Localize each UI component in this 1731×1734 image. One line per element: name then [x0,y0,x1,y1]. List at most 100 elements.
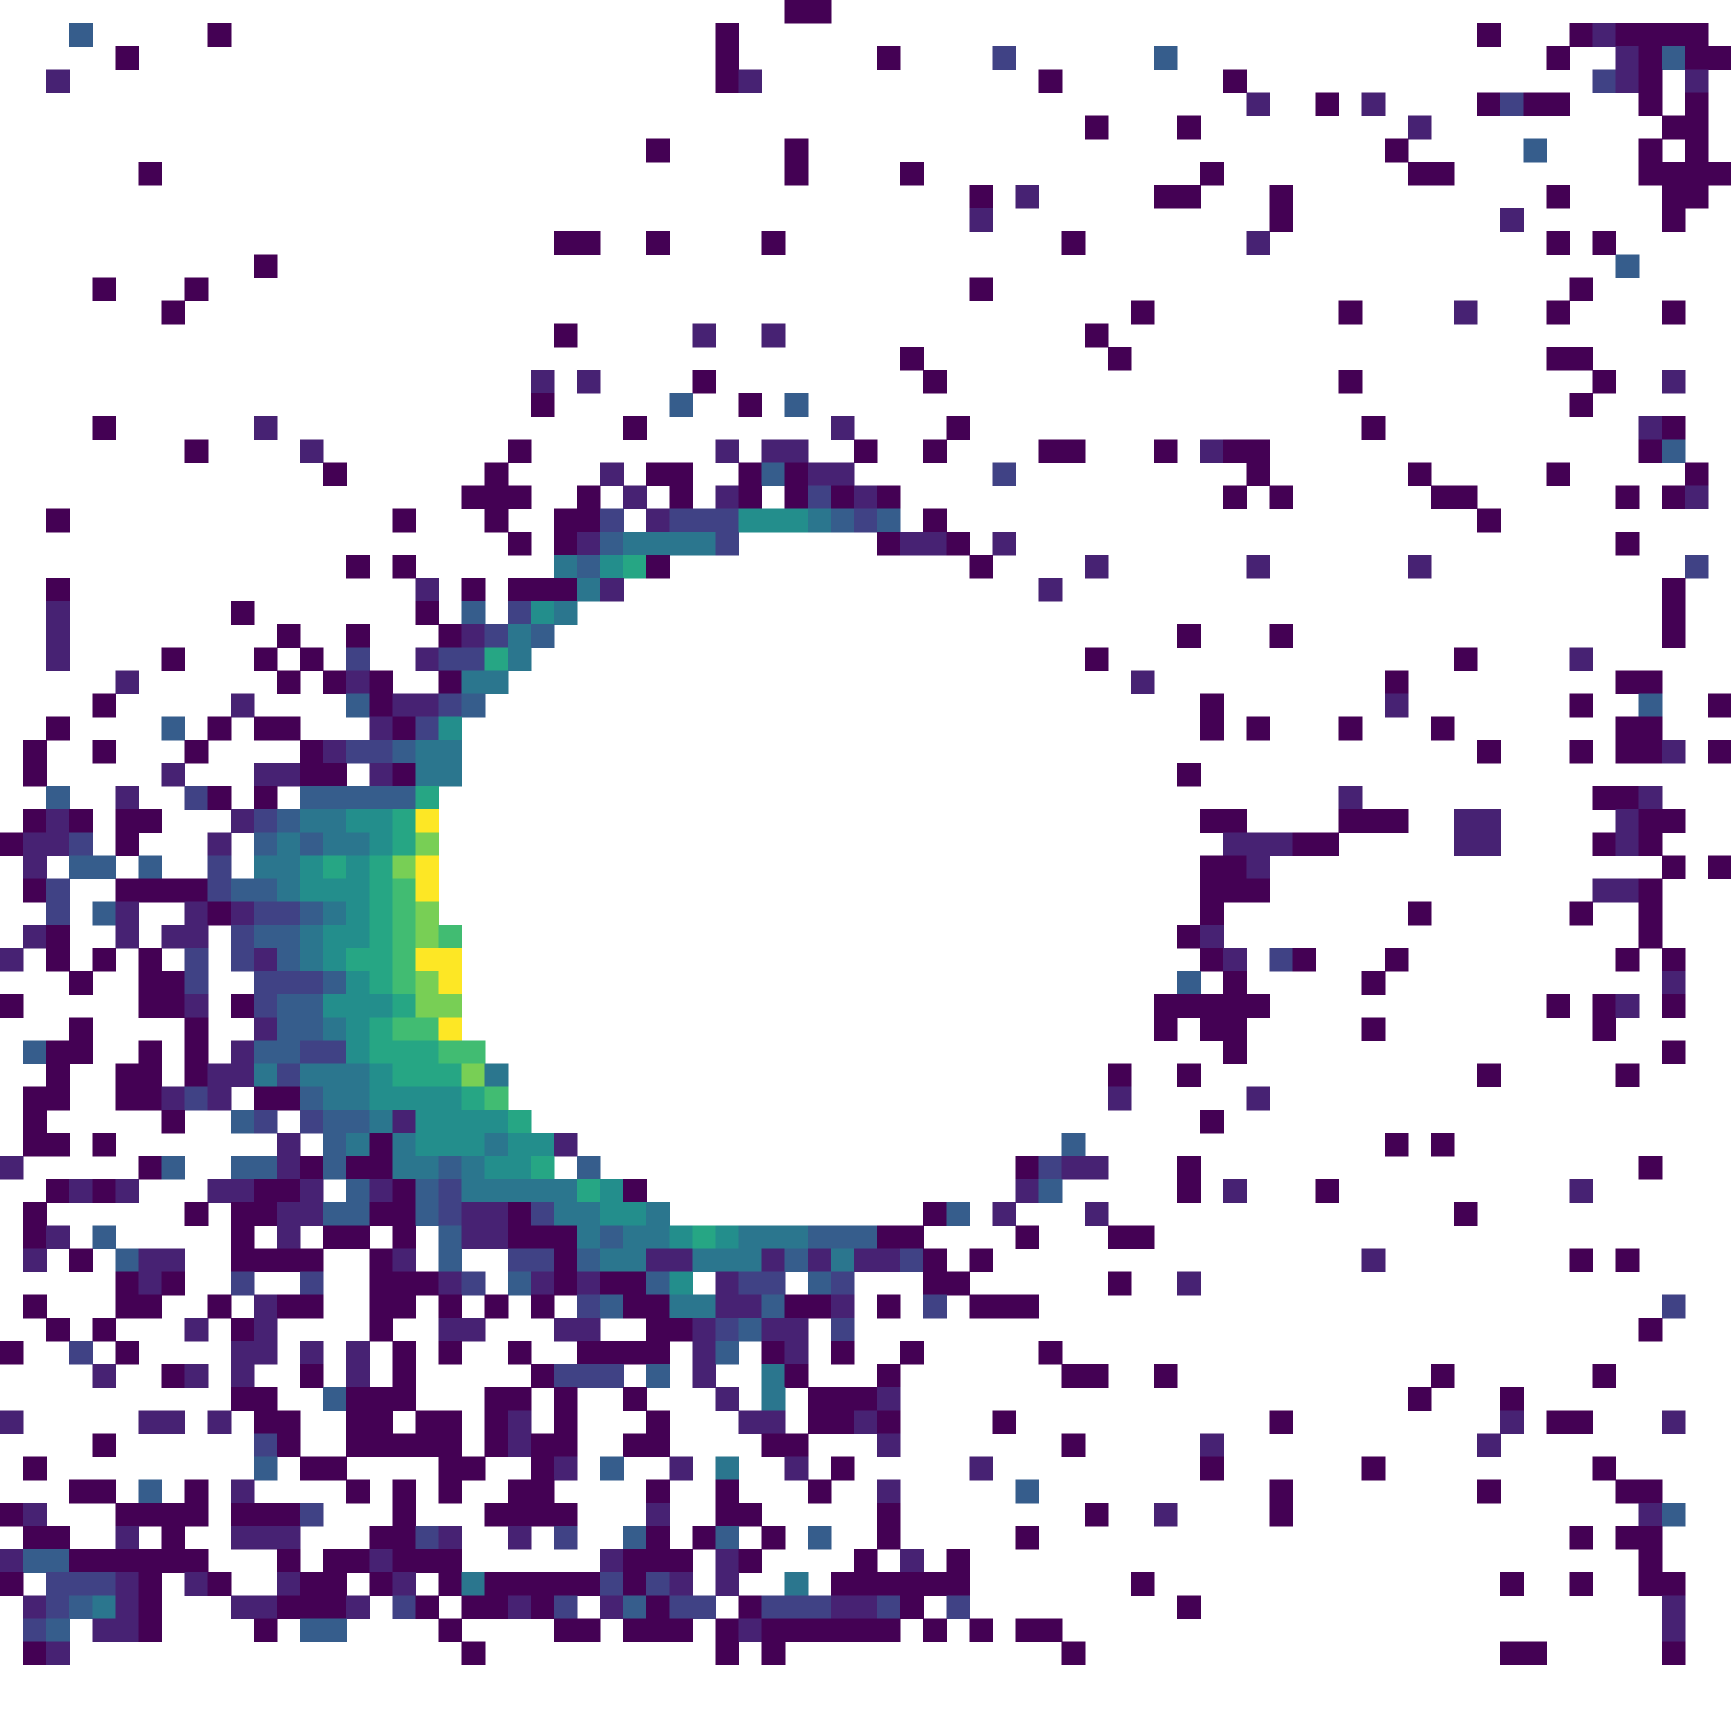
heatmap-cell [92,1364,116,1388]
heatmap-cell [1223,439,1247,463]
heatmap-cell [346,1479,370,1504]
heatmap-cell [738,1595,763,1619]
heatmap-cell [438,924,463,949]
heatmap-cell [1684,554,1709,579]
heatmap-cell [300,1271,324,1296]
heatmap-cell [1661,947,1686,972]
heatmap-cell [1615,23,1640,47]
heatmap-cell [46,1317,70,1342]
heatmap-cell [553,1271,578,1296]
heatmap-cell [715,485,740,510]
heatmap-cell [784,1294,809,1319]
heatmap-cell [669,1225,693,1250]
heatmap-cell [392,1086,417,1111]
heatmap-cell [1246,832,1270,857]
heatmap-cell [369,1271,393,1296]
heatmap-cell [115,1248,140,1273]
heatmap-cell [507,1340,532,1365]
heatmap-cell [1661,739,1686,764]
heatmap-cell [600,1340,624,1365]
heatmap-cell [392,1179,417,1203]
heatmap-cell [1661,971,1686,995]
heatmap-cell [1130,1572,1155,1596]
heatmap-cell [1661,416,1686,440]
heatmap-cell [115,46,140,70]
heatmap-cell [346,901,370,926]
heatmap-cell [1546,300,1571,325]
heatmap-cell [1661,300,1686,325]
heatmap-cell [715,439,740,463]
heatmap-cell [807,1525,832,1550]
heatmap-cell [669,393,693,417]
heatmap-cell [276,1410,301,1435]
heatmap-cell [507,1109,532,1134]
heatmap-cell [230,901,255,926]
heatmap-cell [1269,947,1294,972]
heatmap-cell [1338,809,1363,833]
heatmap-cell [784,485,809,510]
heatmap-cell [784,1618,809,1643]
heatmap-cell [1661,485,1686,510]
heatmap-cell [507,1179,532,1203]
heatmap-cell [530,1479,555,1504]
heatmap-cell [1246,878,1270,903]
heatmap-cell [646,1549,670,1573]
heatmap-cell [415,1549,440,1573]
heatmap-cell [415,647,440,672]
heatmap-cell [253,1040,278,1065]
heatmap-cell [1592,369,1617,394]
heatmap-cell [784,138,809,163]
heatmap-cell [253,716,278,741]
heatmap-cell [1246,231,1270,255]
heatmap-cell [1546,346,1571,371]
heatmap-cell [1361,1456,1386,1481]
heatmap-cell [923,1271,947,1296]
heatmap-cell [1015,1479,1040,1504]
heatmap-cell [623,1618,647,1643]
heatmap-cell [1200,161,1224,186]
heatmap-cell [992,1294,1017,1319]
heatmap-cell [646,1502,670,1527]
heatmap-cell [830,1340,855,1365]
heatmap-cell [553,1179,578,1203]
heatmap-cell [138,947,163,972]
heatmap-cell [1177,184,1201,209]
heatmap-cell [1661,208,1686,232]
heatmap-cell [1015,1225,1040,1250]
heatmap-cell [669,1572,693,1596]
heatmap-cell [207,1572,232,1596]
heatmap-cell [992,1410,1017,1435]
heatmap-cell [1223,971,1247,995]
heatmap-cell [830,508,855,533]
heatmap-cell [761,1271,786,1296]
heatmap-cell [1130,670,1155,695]
heatmap-cell [276,624,301,648]
heatmap-cell [830,1248,855,1273]
heatmap-cell [461,1132,486,1157]
heatmap-cell [115,1294,140,1319]
heatmap-cell [715,1641,740,1666]
heatmap-cell [900,531,924,556]
heatmap-cell [1107,346,1132,371]
heatmap-cell [92,416,116,440]
heatmap-cell [323,1017,347,1041]
heatmap-cell [1592,231,1617,255]
heatmap-cell [715,1502,740,1527]
heatmap-cell [553,1225,578,1250]
heatmap-cell [877,1595,901,1619]
heatmap-cell [715,1271,740,1296]
heatmap-cell [1269,1502,1294,1527]
heatmap-cell [115,786,140,810]
heatmap-cell [415,1525,440,1550]
heatmap-cell [323,462,347,487]
heatmap-cell [23,762,47,787]
heatmap-cell [392,786,417,810]
heatmap-cell [553,1618,578,1643]
heatmap-cell [1200,924,1224,949]
heatmap-cell [369,1202,393,1226]
heatmap-cell [69,1479,93,1504]
heatmap-cell [346,1040,370,1065]
heatmap-cell [276,1017,301,1041]
heatmap-cell [1154,1502,1178,1527]
